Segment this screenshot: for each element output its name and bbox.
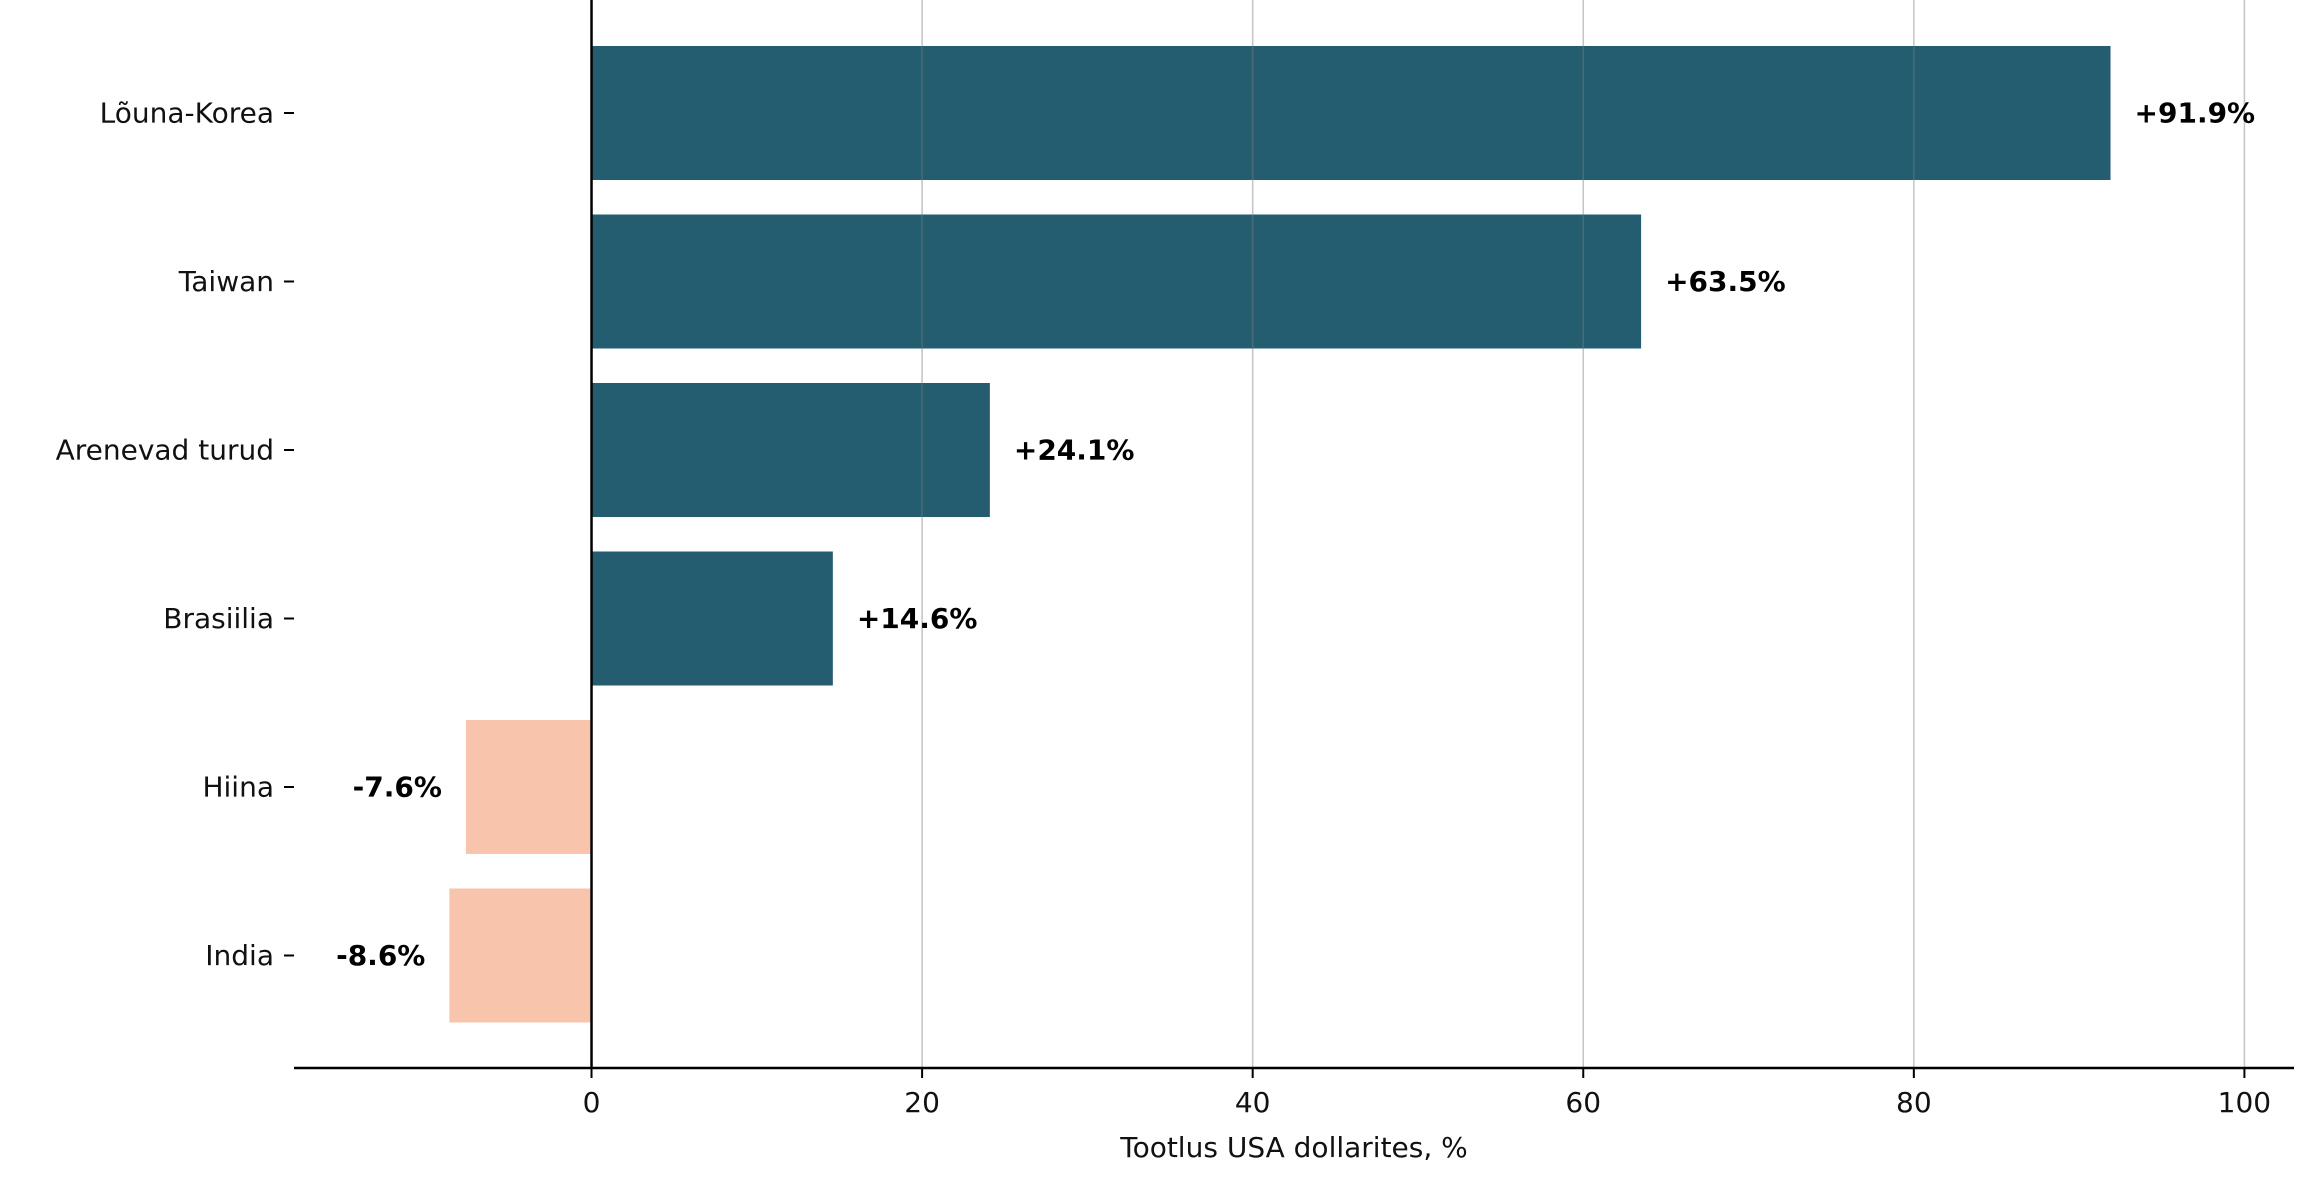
bar-0 — [591, 46, 2111, 180]
value-labels: +91.9% +63.5% +24.1% +14.6% -7.6% -8.6% — [336, 97, 2255, 973]
x-axis-title: Tootlus USA dollarites, % — [1119, 1131, 1468, 1164]
bar-3 — [591, 551, 833, 686]
x-tick-label-0: 0 — [583, 1086, 601, 1119]
x-tick-label-2: 40 — [1235, 1086, 1271, 1119]
category-label-1: Taiwan — [178, 265, 274, 298]
value-label-5: -8.6% — [336, 939, 425, 972]
value-label-0: +91.9% — [2135, 97, 2256, 130]
category-label-4: Hiina — [202, 771, 274, 804]
bar-1 — [591, 214, 1642, 349]
bars — [449, 0, 2246, 1068]
value-label-1: +63.5% — [1665, 265, 1786, 298]
x-tick-label-4: 80 — [1896, 1086, 1932, 1119]
category-label-5: India — [205, 939, 274, 972]
x-tick-label-3: 60 — [1565, 1086, 1601, 1119]
x-axis: 0 20 40 60 80 100 — [583, 1068, 2271, 1119]
bar-4 — [465, 720, 592, 854]
bar-2 — [591, 383, 990, 517]
axes — [294, 0, 2294, 1070]
bar-5 — [449, 888, 592, 1023]
x-tick-label-1: 20 — [904, 1086, 940, 1119]
x-tick-label-5: 100 — [2218, 1086, 2271, 1119]
category-label-3: Brasiilia — [163, 602, 274, 635]
value-label-2: +24.1% — [1014, 434, 1135, 467]
y-axis: Lõuna-Korea Taiwan Arenevad turud Brasiilia… — [56, 97, 294, 972]
value-label-4: -7.6% — [353, 771, 442, 804]
category-label-2: Arenevad turud — [56, 434, 274, 467]
value-label-3: +14.6% — [857, 602, 978, 635]
category-label-0: Lõuna-Korea — [100, 97, 274, 130]
